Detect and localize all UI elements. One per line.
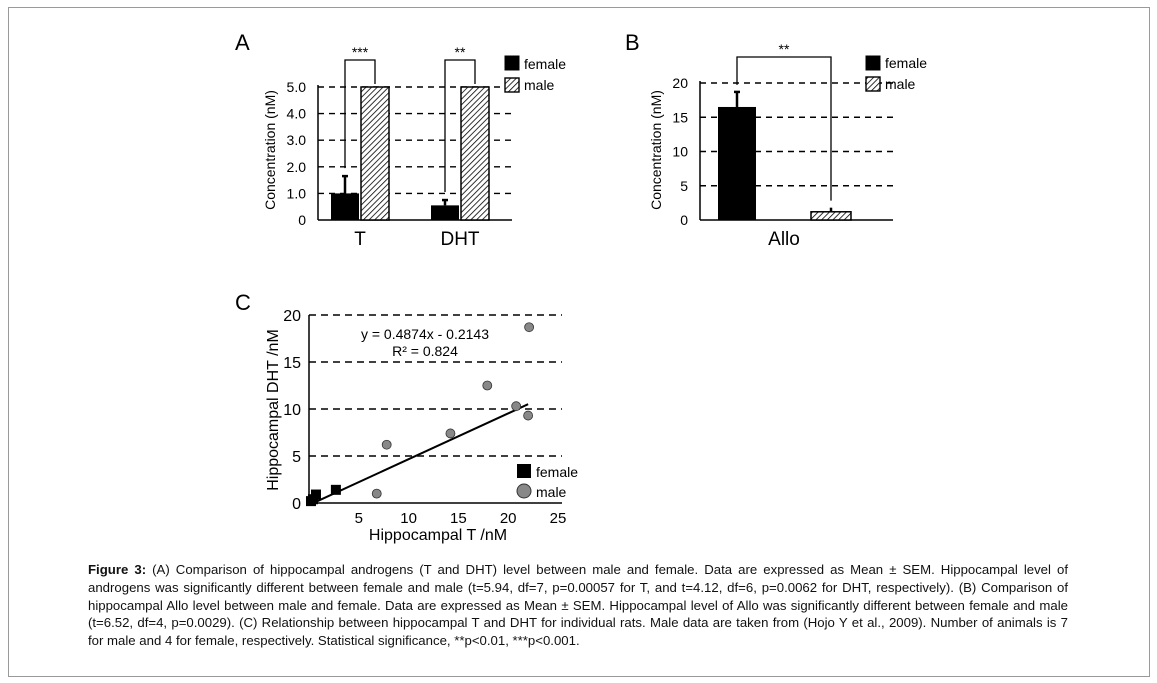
panel-a-significance-bracket: [444, 59, 476, 193]
panel-a-significance-label: **: [455, 44, 466, 60]
panel-a-legend-swatch-female: [504, 55, 520, 71]
panel-a-bar-female: [331, 193, 359, 220]
panel-b-y-tick-label: 5: [680, 178, 688, 194]
panel-a-y-tick-label: 5.0: [287, 79, 307, 95]
panel-c-y-axis-title: Hippocampal DHT /nM: [265, 329, 282, 491]
panel-c: C Hippocampal DHT /nM Hippocampal T /nM …: [235, 290, 578, 544]
panel-a-y-tick-label: 3.0: [287, 132, 307, 148]
r-squared-label: R² = 0.824: [392, 343, 458, 359]
panel-c-legend-label-male: male: [536, 484, 567, 500]
panel-b-legend-swatch-female: [865, 55, 881, 71]
panel-c-point-male: [523, 410, 534, 421]
figure-caption: Figure 3: (A) Comparison of hippocampal …: [88, 561, 1068, 650]
panel-a-category-label: T: [354, 229, 366, 250]
panel-a-legend-swatch-male: [504, 77, 520, 93]
panel-c-point-male: [381, 439, 392, 450]
panel-a-bar-male: [460, 86, 490, 221]
panel-c-x-axis-title: Hippocampal T /nM: [369, 527, 507, 544]
panel-a-y-tick-label: 0: [298, 212, 306, 228]
panel-a-category-label: DHT: [440, 229, 479, 250]
panel-a-bar-female: [431, 205, 459, 220]
panel-c-point-male: [445, 428, 456, 439]
panel-a: A Concentration (nM) 0 1.0 2.0 3.0 4.0 5.0 T **…: [235, 30, 566, 250]
panel-a-y-axis-title: Concentration (nM): [262, 90, 278, 210]
panel-c-y-tick-label: 0: [292, 496, 301, 513]
caption-text: (A) Comparison of hippocampal androgens …: [88, 562, 1069, 649]
panel-b-legend-label-male: male: [885, 76, 916, 92]
panel-c-point-female: [330, 484, 341, 495]
regression-equation: y = 0.4874x - 0.2143: [361, 326, 489, 342]
panel-a-y-tick-label: 1.0: [287, 185, 307, 201]
panel-b-y-axis-title: Concentration (nM): [648, 90, 664, 210]
panel-b: B Concentration (nM) 0 5 10 15 20 Allo ** femal…: [625, 30, 927, 250]
panel-b-bar-male: [810, 211, 852, 221]
panel-b-y-tick-label: 20: [672, 75, 688, 91]
panel-a-legend-label-male: male: [524, 77, 555, 93]
panel-c-point-male: [511, 401, 522, 412]
panel-b-letter: B: [625, 30, 640, 55]
panel-b-legend-swatch-male: [865, 76, 881, 92]
panel-c-letter: C: [235, 290, 251, 315]
panel-b-y-tick-label: 15: [672, 109, 688, 125]
panel-a-bar-male: [360, 86, 390, 221]
panel-b-category-label: Allo: [768, 229, 800, 250]
panel-a-legend-label-female: female: [524, 56, 566, 72]
panel-c-x-tick-label: 5: [355, 510, 363, 527]
panel-c-y-tick-label: 5: [292, 449, 301, 466]
panel-c-legend-swatch-male: [516, 483, 532, 499]
panel-b-legend-label-female: female: [885, 55, 927, 71]
figure-frame: [8, 7, 1150, 677]
panel-c-x-tick-label: 15: [450, 510, 467, 527]
panel-c-point-male: [524, 322, 535, 333]
panel-c-legend-swatch-female: [517, 464, 531, 478]
panel-c-x-tick-label: 10: [400, 510, 417, 527]
panel-a-significance-label: ***: [352, 44, 369, 60]
panel-b-significance-bracket: [736, 56, 832, 201]
figure-3: A Concentration (nM) 0 1.0 2.0 3.0 4.0 5.0 T **…: [235, 30, 927, 544]
panel-a-significance-bracket: [344, 59, 376, 169]
panel-c-legend-label-female: female: [536, 464, 578, 480]
panel-c-y-tick-label: 20: [283, 308, 301, 325]
panel-a-letter: A: [235, 30, 250, 55]
panel-b-bar-female: [718, 106, 756, 220]
caption-label: Figure 3:: [88, 562, 147, 577]
panel-b-significance-label: **: [779, 41, 790, 57]
panel-c-x-tick-label: 25: [550, 510, 567, 527]
panel-c-y-tick-label: 15: [283, 355, 301, 372]
panel-c-point-male: [371, 488, 382, 499]
panel-c-x-tick-label: 20: [500, 510, 517, 527]
panel-b-y-tick-label: 0: [680, 212, 688, 228]
panel-a-y-tick-label: 4.0: [287, 106, 307, 122]
panel-c-regression-line: [312, 403, 529, 505]
panel-b-y-tick-label: 10: [672, 144, 688, 160]
panel-c-point-female: [310, 489, 321, 500]
panel-c-point-male: [482, 380, 493, 391]
panel-a-y-tick-label: 2.0: [287, 159, 307, 175]
panel-c-y-tick-label: 10: [283, 402, 301, 419]
